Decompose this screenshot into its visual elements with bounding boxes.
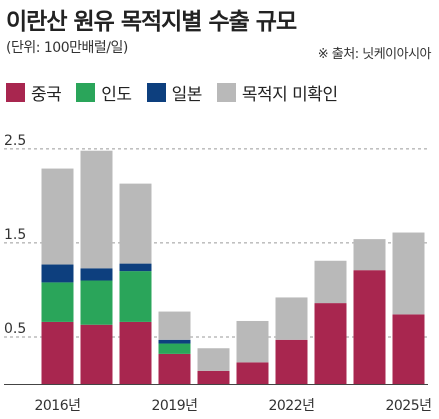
legend-label-japan: 일본: [171, 85, 203, 105]
legend-item-japan: 일본: [146, 80, 203, 105]
unit-label: (단위: 100만배럴/일): [6, 40, 128, 56]
legend: 중국 인도 일본 목적지 미확인: [6, 80, 338, 105]
source-label: ※ 출처: 닛케이아시아: [317, 47, 432, 62]
bar-2016-series-3: [41, 168, 74, 265]
bar-2020-series-3: [197, 348, 230, 371]
bar-2021-series-3: [236, 320, 269, 363]
x-tick-label-3: 2025년: [385, 398, 431, 414]
bar-2017-series-2: [80, 268, 113, 281]
bar-2024-series-0: [353, 270, 386, 384]
bar-2020-series-0: [197, 370, 230, 384]
bar-2019-series-2: [158, 339, 191, 344]
bar-2025-series-0: [392, 314, 425, 384]
legend-item-india: 인도: [76, 80, 132, 105]
bar-2018-series-2: [119, 263, 152, 272]
x-tick-label-1: 2019년: [151, 398, 197, 414]
legend-swatch-japan: [146, 83, 166, 102]
x-tick-label-0: 2016년: [34, 398, 80, 414]
legend-swatch-china: [6, 83, 25, 102]
bar-2018-series-1: [119, 271, 152, 322]
bar-2019-series-0: [158, 353, 191, 384]
bar-2018-series-3: [119, 183, 152, 264]
bar-2023-series-0: [314, 303, 347, 384]
legend-swatch-unknown: [216, 83, 236, 102]
chart-title: 이란산 원유 목적지별 수출 규모: [6, 9, 297, 35]
y-tick-label-1: 1.5: [4, 227, 26, 243]
legend-item-china: 중국: [6, 80, 62, 105]
bar-2023-series-3: [314, 260, 347, 304]
bar-2019-series-3: [158, 311, 191, 340]
legend-label-unknown: 목적지 미확인: [241, 85, 338, 105]
y-tick-label-2: 2.5: [4, 133, 26, 149]
legend-label-india: 인도: [101, 85, 132, 105]
legend-swatch-india: [76, 83, 96, 102]
y-tick-label-0: 0.5: [4, 321, 26, 337]
x-tick-label-2: 2022년: [268, 398, 314, 414]
legend-item-unknown: 목적지 미확인: [216, 80, 338, 105]
bar-2016-series-2: [41, 264, 74, 283]
bar-2016-series-1: [41, 282, 74, 322]
bar-2017-series-0: [80, 324, 113, 384]
bar-2019-series-1: [158, 343, 191, 354]
bar-2022-series-0: [275, 339, 308, 384]
bar-2022-series-3: [275, 297, 308, 340]
legend-label-china: 중국: [31, 85, 62, 105]
bar-2021-series-0: [236, 362, 269, 384]
bar-2017-series-3: [80, 150, 113, 269]
bar-2017-series-1: [80, 280, 113, 325]
bar-2016-series-0: [41, 321, 74, 384]
bar-2018-series-0: [119, 321, 152, 384]
bar-2025-series-3: [392, 232, 425, 315]
bar-2024-series-3: [353, 239, 386, 271]
